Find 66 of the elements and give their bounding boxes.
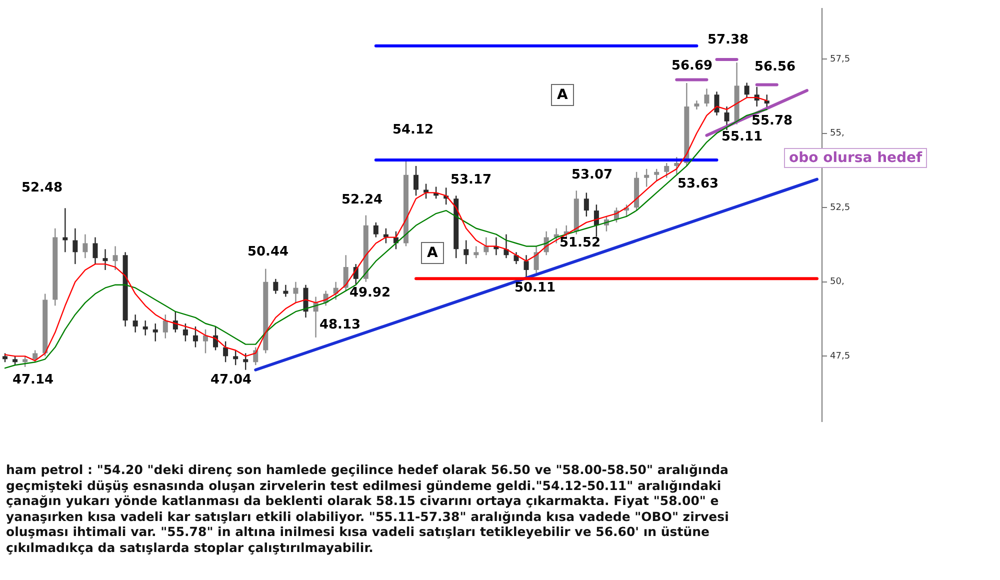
candlestick [343, 254, 348, 292]
candlestick [132, 314, 138, 334]
annotation: 50.44 [247, 244, 289, 260]
annotation: 53.07 [571, 168, 613, 182]
candlestick [664, 162, 670, 178]
annotation: 56.69 [671, 58, 713, 74]
candlestick [203, 328, 208, 354]
candlestick [62, 208, 68, 253]
candlestick [524, 254, 529, 280]
candlestick [22, 356, 28, 368]
candlestick [414, 165, 419, 196]
candlestick [714, 91, 720, 116]
candlestick [162, 314, 168, 339]
candlestick [534, 246, 539, 274]
candlestick [152, 322, 158, 342]
candlestick [484, 236, 489, 256]
candlestick [674, 156, 680, 175]
candlestick [82, 234, 88, 259]
annotation: A [421, 242, 444, 264]
annotation: 57.38 [707, 32, 749, 48]
annotation: 56.56 [754, 60, 796, 74]
candlestick [182, 322, 188, 342]
candlestick [424, 183, 429, 200]
annotation: A [551, 84, 574, 106]
candlestick [142, 320, 148, 336]
candlestick [464, 240, 469, 265]
annotation: 52.24 [341, 192, 383, 208]
candlestick [704, 88, 710, 108]
annotation: 54.12 [392, 122, 434, 138]
annotation: 47.14 [12, 372, 54, 388]
candlestick [243, 352, 248, 370]
candlestick [654, 168, 660, 182]
annotation: 52.48 [21, 180, 63, 196]
candlestick [102, 248, 108, 271]
y-tick-label: 50, [830, 277, 844, 288]
annotation: 53.17 [450, 172, 492, 188]
annotation: 53.63 [677, 176, 719, 192]
y-tick-label: 57,5 [830, 54, 850, 64]
annotation: 51.52 [559, 236, 601, 250]
text: ham petrol : "54.20 "deki direnç son hamlede geçilince hedef olarak 56.50 ve "58.00-58.50" aralığında geçmişteki düşüş esnasında oluşan zirvelerin test edilmesi gündeme geldi."54.12-50.11" aralığındaki çanağın yukarı yönde katlanması da beklenti olarak 58.15 civarını ortaya çıkarmakta. Fiyat "58.00" e yanaşırken kısa vadeli kar satışları etkili olabiliyor. "55.11-57.38" aralığında kısa vadede "OBO" zirvesi oluşması ihtimali var. "55.78" in altına inilmesi kısa vadeli satışları tetikleyebilir ve 56.60' ın üstüne çıkılmadıkça da satışlarda stoplar çalıştırılmayabilir. [6, 462, 730, 555]
annotation: obo olursa hedef [784, 148, 928, 168]
candlestick [644, 168, 650, 188]
candlestick [92, 236, 98, 265]
candlestick [283, 284, 288, 298]
candlestick [192, 326, 198, 348]
annotation: 49.92 [349, 286, 391, 300]
annotation: 48.13 [319, 318, 361, 332]
candlestick [223, 340, 228, 363]
annotation: 47.04 [210, 372, 252, 388]
candlestick [233, 350, 238, 366]
annotation: 50.11 [514, 280, 556, 296]
candlestick [584, 192, 589, 218]
candlestick [273, 278, 278, 294]
candlestick [744, 82, 750, 98]
y-tick-label: 52,5 [830, 202, 850, 213]
candlestick [474, 246, 479, 259]
candlestick [293, 281, 298, 304]
candlestick [112, 246, 118, 271]
annotation: 55.78 [751, 114, 793, 128]
y-tick-label: 55, [830, 128, 844, 139]
candlestick [72, 228, 78, 265]
y-tick-label: 47,5 [830, 352, 850, 362]
candlestick [32, 350, 38, 363]
annotation: 55.11 [721, 130, 763, 144]
candlestick [724, 106, 730, 131]
candlestick [373, 222, 378, 238]
